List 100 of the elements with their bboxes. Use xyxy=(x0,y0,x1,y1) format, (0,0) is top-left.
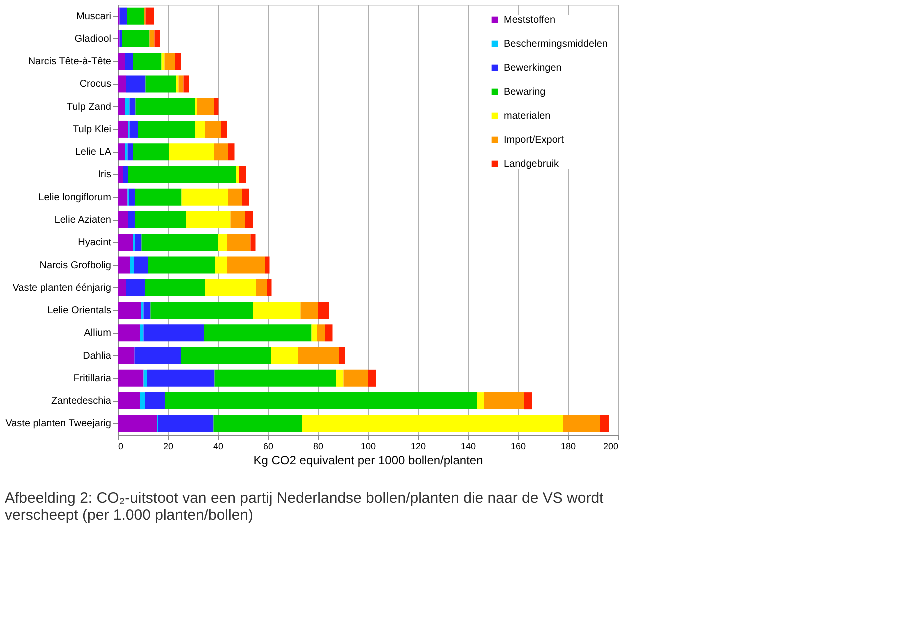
bar xyxy=(253,302,301,320)
bar xyxy=(144,324,204,342)
y-tick-label: Zantedeschia xyxy=(51,396,112,408)
bar xyxy=(146,279,206,296)
bar xyxy=(484,392,524,410)
bar xyxy=(318,302,329,320)
y-tick-label: Vaste planten éénjarig xyxy=(12,282,112,294)
bar xyxy=(222,120,228,138)
bar xyxy=(147,370,215,387)
bar xyxy=(336,370,344,387)
y-tick-label: Allium xyxy=(84,328,112,340)
bar xyxy=(227,256,266,274)
bar xyxy=(206,279,256,296)
x-tick-label: 180 xyxy=(560,442,576,452)
bar xyxy=(134,53,162,70)
bar xyxy=(170,144,214,161)
bar xyxy=(563,415,600,432)
bar xyxy=(204,324,312,342)
bar xyxy=(256,279,268,296)
bar xyxy=(136,234,142,252)
bar xyxy=(118,234,133,252)
bar xyxy=(150,302,254,320)
bar xyxy=(118,98,125,116)
y-tick-label: Vaste planten Tweejarig xyxy=(6,418,112,430)
bar xyxy=(118,120,128,138)
bar xyxy=(140,392,146,410)
bar xyxy=(368,370,376,387)
bar xyxy=(317,324,325,342)
legend-label: Meststoffen xyxy=(504,15,556,26)
bar xyxy=(154,30,160,48)
x-tick-label: 140 xyxy=(460,442,476,452)
bar xyxy=(230,212,245,228)
bar xyxy=(130,256,134,274)
bar xyxy=(218,234,228,252)
y-tick-label: Lelie Aziaten xyxy=(54,215,112,226)
bar xyxy=(265,256,270,274)
bar xyxy=(135,188,182,206)
bar xyxy=(178,76,184,93)
bar xyxy=(214,370,336,387)
bar xyxy=(272,347,298,364)
bar xyxy=(228,188,242,206)
x-tick-label: 120 xyxy=(410,442,426,452)
bar xyxy=(300,302,318,320)
y-tick-label: Crocus xyxy=(80,79,112,90)
bar xyxy=(214,415,302,432)
y-tick-label: Tulp Klei xyxy=(72,124,112,136)
x-tick-label: 20 xyxy=(163,442,174,452)
bar xyxy=(126,76,146,93)
bar xyxy=(164,53,176,70)
bar xyxy=(125,98,130,116)
bar xyxy=(162,53,165,70)
bar xyxy=(118,212,128,228)
bar xyxy=(214,98,219,116)
bar xyxy=(312,324,317,342)
bar xyxy=(477,392,484,410)
x-axis-title: Kg CO2 equivalent per 1000 bollen/planten xyxy=(254,454,484,468)
bar xyxy=(118,302,142,320)
bar xyxy=(205,120,222,138)
legend-label: Bewaring xyxy=(504,87,546,98)
x-tick-label: 100 xyxy=(360,442,376,452)
bar xyxy=(118,256,130,274)
y-tick-label: Narcis Grofbolig xyxy=(40,260,112,272)
bar xyxy=(130,98,136,116)
bar xyxy=(239,166,246,184)
bar xyxy=(146,392,166,410)
y-tick-label: Gladiool xyxy=(74,34,112,45)
bar xyxy=(128,166,236,184)
bar xyxy=(118,347,135,364)
bar xyxy=(140,324,144,342)
y-tick-label: Lelie LA xyxy=(75,147,112,158)
bar xyxy=(120,8,127,25)
bar xyxy=(122,30,150,48)
bar xyxy=(245,212,253,228)
bar xyxy=(198,98,214,116)
bar xyxy=(182,188,228,206)
x-tick-label: 60 xyxy=(263,442,274,452)
bar xyxy=(118,166,123,184)
bar xyxy=(600,415,610,432)
legend-label: Bewerkingen xyxy=(504,63,562,74)
legend-label: Beschermingsmiddelen xyxy=(504,39,608,50)
bar xyxy=(123,166,128,184)
bar xyxy=(182,347,272,364)
bar xyxy=(128,144,133,161)
y-tick-label: Muscari xyxy=(76,11,112,22)
y-tick-label: Tulp Zand xyxy=(66,102,112,113)
bar xyxy=(214,144,228,161)
bar xyxy=(142,234,218,252)
bar xyxy=(120,30,122,48)
bar xyxy=(118,53,126,70)
y-tick-label: Dahlia xyxy=(83,350,112,362)
bar xyxy=(134,256,148,274)
bar xyxy=(166,392,477,410)
bar xyxy=(136,98,196,116)
x-tick-label: 160 xyxy=(510,442,526,452)
bar xyxy=(242,188,250,206)
bar xyxy=(215,256,227,274)
x-tick-label: 80 xyxy=(313,442,324,452)
bar xyxy=(128,212,136,228)
bar xyxy=(118,370,144,387)
bar xyxy=(126,53,134,70)
